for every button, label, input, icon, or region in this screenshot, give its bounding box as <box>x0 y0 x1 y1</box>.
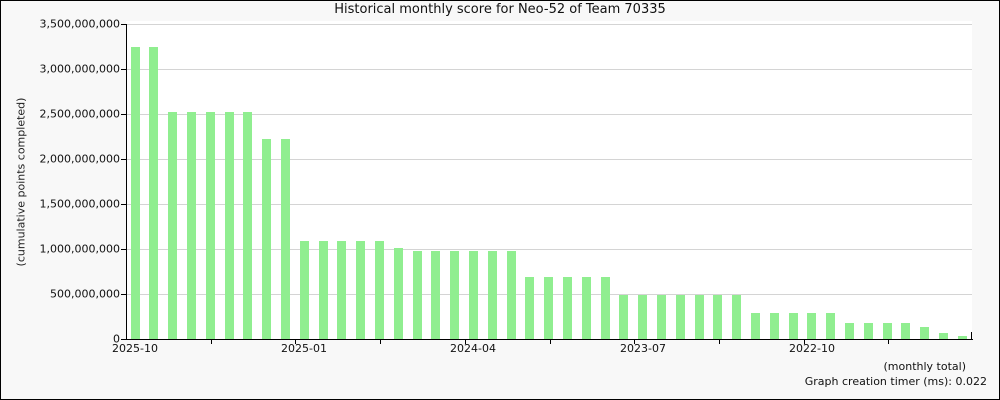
gridline <box>127 69 972 70</box>
y-tick <box>121 294 126 295</box>
x-tick-label: 2025-10 <box>112 342 158 355</box>
bar <box>657 295 666 339</box>
graph-timer-note: Graph creation timer (ms): 0.022 <box>804 375 987 388</box>
bar <box>807 313 816 339</box>
chart-title: Historical monthly score for Neo-52 of T… <box>334 2 666 17</box>
y-tick <box>121 249 126 250</box>
x-tick-label: 2024-04 <box>450 342 496 355</box>
x-axis-end-cap <box>971 332 972 339</box>
x-tick-label: 2025-01 <box>281 342 327 355</box>
bar <box>168 112 177 339</box>
bar <box>488 251 497 339</box>
y-tick-label: 1,500,000,000 <box>39 197 120 211</box>
y-tick <box>121 69 126 70</box>
gridline <box>127 114 972 115</box>
bar <box>356 241 365 339</box>
bar <box>582 277 591 339</box>
bar <box>131 47 140 339</box>
bar <box>676 295 685 339</box>
y-tick-label: 3,500,000,000 <box>39 17 120 31</box>
bar <box>619 295 628 339</box>
bar <box>300 241 309 339</box>
bar <box>450 251 459 339</box>
y-tick-label: 500,000,000 <box>50 287 120 301</box>
bar <box>206 112 215 339</box>
bar <box>507 251 516 339</box>
bar <box>262 139 271 339</box>
y-tick-label: 3,000,000,000 <box>39 62 120 76</box>
x-axis-line <box>126 339 973 340</box>
x-tick <box>550 340 551 344</box>
x-tick <box>465 340 466 344</box>
bar <box>337 241 346 339</box>
gridline <box>127 159 972 160</box>
bar <box>638 295 647 339</box>
gridline <box>127 249 972 250</box>
bar <box>563 277 572 339</box>
x-axis-note: (monthly total) <box>883 360 967 373</box>
bar <box>601 277 610 339</box>
y-tick <box>121 204 126 205</box>
bar <box>525 277 534 339</box>
bar <box>826 313 835 339</box>
bar <box>394 248 403 339</box>
y-axis-title: (cumulative points completed) <box>14 97 28 267</box>
x-tick <box>634 340 635 344</box>
y-tick <box>121 339 126 340</box>
y-tick <box>121 24 126 25</box>
bar <box>149 47 158 339</box>
bar <box>225 112 234 339</box>
x-tick <box>380 340 381 344</box>
y-tick-label: 1,000,000,000 <box>39 242 120 256</box>
bar <box>751 313 760 339</box>
bar <box>695 295 704 339</box>
bar <box>431 251 440 339</box>
y-tick-label: 2,500,000,000 <box>39 107 120 121</box>
bar <box>845 323 854 339</box>
y-tick-label: 2,000,000,000 <box>39 152 120 166</box>
bar <box>864 323 873 339</box>
gridline <box>127 204 972 205</box>
x-tick <box>804 340 805 344</box>
bar <box>713 295 722 339</box>
bar <box>939 333 948 339</box>
bar <box>319 241 328 339</box>
x-tick-label: 2022-10 <box>789 342 835 355</box>
bar <box>732 295 741 339</box>
bar <box>901 323 910 339</box>
bar <box>920 327 929 339</box>
bar <box>958 336 967 339</box>
x-tick-label: 2023-07 <box>620 342 666 355</box>
bar <box>469 251 478 339</box>
bar <box>413 251 422 339</box>
bar <box>281 139 290 339</box>
y-tick <box>121 159 126 160</box>
x-tick <box>295 340 296 344</box>
x-tick <box>211 340 212 344</box>
bar <box>883 323 892 339</box>
bar <box>243 112 252 339</box>
gridline <box>127 24 972 25</box>
y-tick-label: 0 <box>113 332 120 346</box>
bar <box>544 277 553 339</box>
bar <box>789 313 798 339</box>
y-tick <box>121 114 126 115</box>
x-tick <box>888 340 889 344</box>
x-tick <box>719 340 720 344</box>
bar <box>770 313 779 339</box>
bar <box>187 112 196 339</box>
bar <box>375 241 384 339</box>
y-axis-line <box>126 24 127 340</box>
